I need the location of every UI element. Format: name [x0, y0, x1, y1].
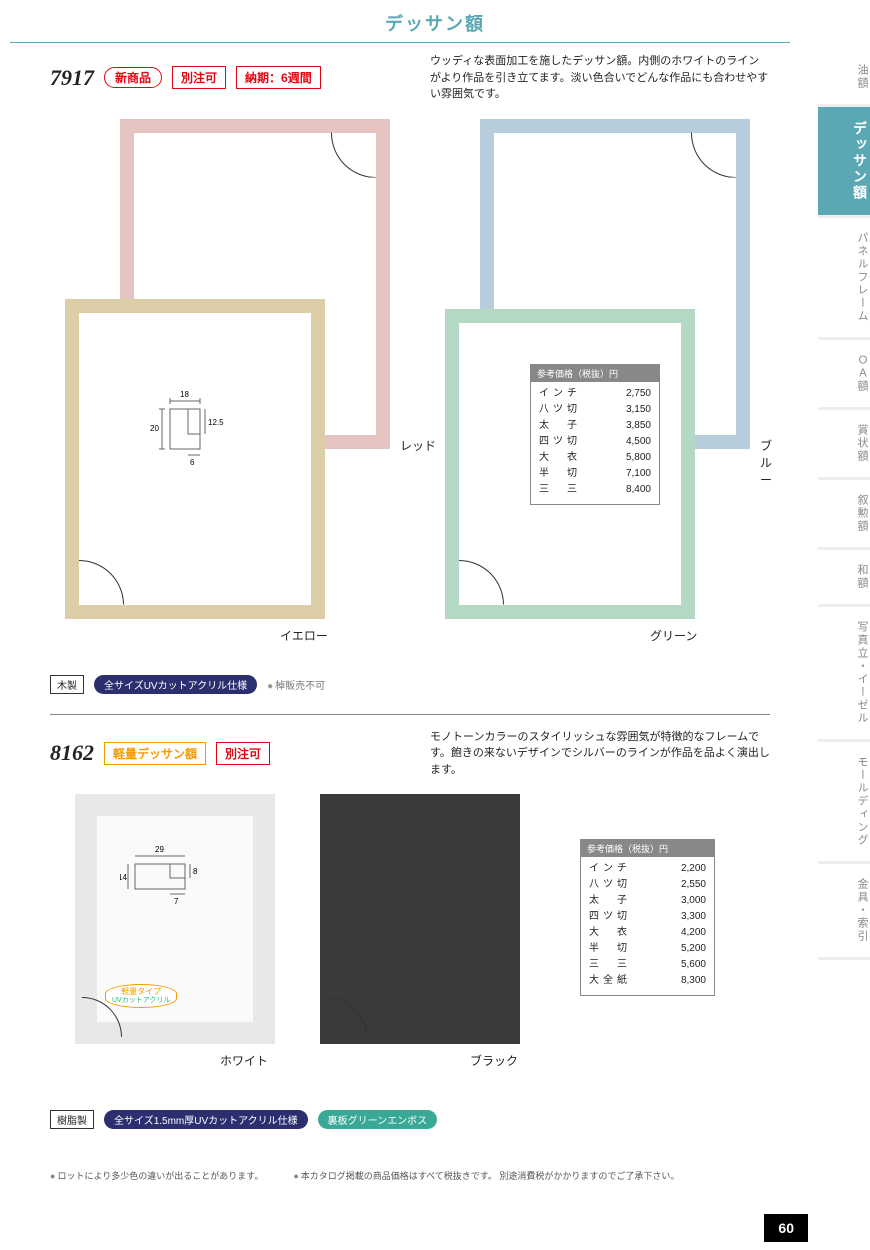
product-description: モノトーンカラーのスタイリッシュな雰囲気が特徴的なフレームです。飽きの来ないデザ… — [430, 729, 770, 779]
badge-custom: 別注可 — [172, 66, 226, 89]
svg-text:7: 7 — [174, 897, 179, 906]
profile-diagram-2: 29 14 8 7 — [120, 844, 210, 916]
side-tab[interactable]: パネルフレーム — [818, 218, 870, 340]
side-tab[interactable]: 叙勲額 — [818, 480, 870, 550]
frame-label-black: ブラック — [470, 1052, 518, 1069]
price-row: 太 子3,000 — [589, 893, 706, 909]
product-8162: 8162 軽量デッサン額 別注可 モノトーンカラーのスタイリッシュな雰囲気が特徴… — [50, 729, 770, 1130]
price-rows-1: インチ2,750八ツ切3,150太 子3,850四ツ切4,500大 衣5,800… — [539, 386, 651, 498]
side-tab[interactable]: 金具・索引 — [818, 864, 870, 960]
frame-white — [75, 794, 275, 1044]
price-row: 八ツ切3,150 — [539, 402, 651, 418]
page-number: 60 — [764, 1214, 808, 1242]
price-row: 大 衣4,200 — [589, 925, 706, 941]
product-7917: 7917 新商品 別注可 納期：6週間 ウッディな表面加工を施したデッサン額。内… — [50, 53, 770, 694]
price-row: 大全紙8,300 — [589, 973, 706, 989]
frame-label-white: ホワイト — [220, 1052, 268, 1069]
material-pill: 木製 — [50, 675, 84, 694]
price-row: 半 切5,200 — [589, 941, 706, 957]
price-table: 参考価格（税抜）円 インチ2,750八ツ切3,150太 子3,850四ツ切4,5… — [530, 364, 660, 505]
side-tab[interactable]: モールディング — [818, 742, 870, 864]
price-row: 四ツ切3,300 — [589, 909, 706, 925]
price-row: 八ツ切2,550 — [589, 877, 706, 893]
badge-new: 新商品 — [104, 67, 162, 88]
frame-label-blue: ブルー — [760, 437, 772, 488]
corner-arc — [42, 997, 122, 1077]
product-header: 7917 新商品 別注可 納期：6週間 ウッディな表面加工を施したデッサン額。内… — [50, 53, 770, 103]
svg-text:12.5: 12.5 — [208, 418, 224, 427]
frame-label-red: レッド — [400, 437, 436, 454]
profile-diagram: 18 20 12.5 6 — [150, 389, 230, 471]
product-divider — [50, 714, 770, 715]
price-row: 大 衣5,800 — [539, 450, 651, 466]
corner-arc — [34, 560, 124, 650]
svg-text:14: 14 — [120, 873, 127, 882]
svg-text:20: 20 — [150, 424, 159, 433]
svg-text:18: 18 — [180, 390, 189, 399]
side-tabs: 油額デッサン額パネルフレームＯＡ額賞状額叙勲額和額写真立・イーゼルモールディング… — [818, 50, 870, 960]
svg-text:29: 29 — [155, 845, 164, 854]
price-table-2: 参考価格（税抜）円 インチ2,200八ツ切2,550太 子3,000四ツ切3,3… — [580, 839, 715, 996]
acrylic-pill: 全サイズUVカットアクリル仕様 — [94, 675, 257, 694]
corner-arc — [287, 997, 367, 1077]
price-row: 三 三5,600 — [589, 957, 706, 973]
corner-arc — [414, 560, 504, 650]
side-tab[interactable]: 和額 — [818, 550, 870, 607]
footer-note-2: 本カタログ掲載の商品価格はすべて税抜きです。 別途消費税がかかりますのでご了承下… — [293, 1169, 679, 1182]
price-header: 参考価格（税抜）円 — [531, 365, 659, 382]
product-header: 8162 軽量デッサン額 別注可 モノトーンカラーのスタイリッシュな雰囲気が特徴… — [50, 729, 770, 779]
lightweight-badge: 軽量タイプ UVカットアクリル — [105, 984, 177, 1008]
price-row: インチ2,200 — [589, 861, 706, 877]
price-row: 三 三8,400 — [539, 482, 651, 498]
frame-label-green: グリーン — [650, 627, 697, 644]
badge-custom: 別注可 — [216, 742, 270, 765]
material-pill: 樹脂製 — [50, 1110, 94, 1129]
badge-leadtime: 納期：6週間 — [236, 66, 321, 89]
frame-label-yellow: イエロー — [280, 627, 328, 644]
side-tab[interactable]: デッサン額 — [818, 107, 870, 218]
price-row: 太 子3,850 — [539, 418, 651, 434]
footer-note-1: ロットにより多少色の違いが出ることがあります。 — [50, 1169, 263, 1182]
svg-text:8: 8 — [193, 867, 198, 876]
lw-line1: 軽量タイプ — [112, 988, 170, 997]
price-row: インチ2,750 — [539, 386, 651, 402]
page-title: デッサン額 — [0, 0, 870, 42]
side-tab[interactable]: 写真立・イーゼル — [818, 607, 870, 742]
price-row: 四ツ切4,500 — [539, 434, 651, 450]
acrylic-pill: 全サイズ1.5mm厚UVカットアクリル仕様 — [104, 1110, 308, 1129]
price-row: 半 切7,100 — [539, 466, 651, 482]
svg-text:6: 6 — [190, 458, 195, 467]
product-number: 7917 — [50, 65, 94, 91]
side-tab[interactable]: 賞状額 — [818, 410, 870, 480]
spec-row-2: 樹脂製 全サイズ1.5mm厚UVカットアクリル仕様 裏板グリーンエンボス — [50, 1110, 770, 1129]
lw-line2: UVカットアクリル — [112, 997, 170, 1005]
frame-black — [320, 794, 520, 1044]
side-tab[interactable]: 油額 — [818, 50, 870, 107]
side-tab[interactable]: ＯＡ額 — [818, 340, 870, 410]
price-header: 参考価格（税抜）円 — [581, 840, 714, 857]
product-description: ウッディな表面加工を施したデッサン額。内側のホワイトのラインがより作品を引き立て… — [430, 53, 770, 103]
back-pill: 裏板グリーンエンボス — [318, 1110, 438, 1129]
price-rows-2: インチ2,200八ツ切2,550太 子3,000四ツ切3,300大 衣4,200… — [589, 861, 706, 989]
product-number: 8162 — [50, 740, 94, 766]
badge-lightweight: 軽量デッサン額 — [104, 742, 206, 765]
frames-gallery-2: ホワイト ブラック 29 14 8 7 軽量タイプ UVカッ — [50, 784, 770, 1104]
spec-row: 木製 全サイズUVカットアクリル仕様 棹販売不可 — [50, 675, 770, 694]
frames-gallery: レッド ブルー イエロー グリーン 18 — [50, 109, 770, 669]
spec-note: 棹販売不可 — [267, 677, 325, 692]
content-area: 7917 新商品 別注可 納期：6週間 ウッディな表面加工を施したデッサン額。内… — [0, 43, 790, 1159]
footer-notes: ロットにより多少色の違いが出ることがあります。 本カタログ掲載の商品価格はすべて… — [0, 1159, 870, 1182]
